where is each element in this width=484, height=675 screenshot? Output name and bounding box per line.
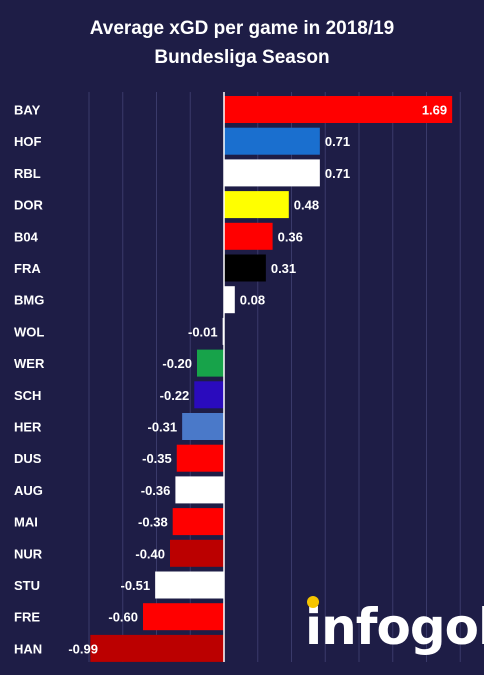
bars (90, 96, 453, 662)
category-label: FRE (14, 610, 40, 625)
bar-fre (143, 603, 224, 631)
bar-mai (172, 508, 224, 536)
category-label: STU (14, 578, 40, 593)
chart-title: Average xGD per game in 2018/19 Bundesli… (0, 14, 484, 72)
chart-title-line2: Bundesliga Season (154, 47, 330, 68)
category-label: AUG (14, 483, 43, 498)
category-label: DUS (14, 451, 42, 466)
bar-b04 (224, 222, 273, 250)
bar-her (182, 413, 224, 440)
bar-han (90, 634, 224, 662)
bar-hof (224, 127, 320, 155)
bar-aug (175, 476, 224, 504)
bar-sch (194, 381, 224, 409)
bar-dor (224, 191, 289, 219)
bar-nur (170, 539, 224, 567)
value-label: -0.51 (121, 578, 151, 593)
category-label: HAN (14, 641, 42, 656)
bar-wer (197, 349, 224, 377)
value-label: -0.60 (108, 610, 138, 625)
value-label: -0.36 (141, 483, 171, 498)
bar-dus (176, 444, 224, 472)
category-label: NUR (14, 546, 43, 561)
category-label: DOR (14, 198, 44, 213)
logo-wordmark: infogol (305, 598, 484, 656)
value-label: -0.20 (162, 356, 192, 371)
gridlines (88, 92, 461, 662)
bar-stu (155, 571, 224, 599)
value-label: -0.40 (135, 546, 165, 561)
category-label: SCH (14, 388, 41, 403)
labels: BAY 1.69 HOF 0.71 RBL 0.71 DOR 0.48 B04 0.36 FRA 0.… (14, 92, 447, 662)
value-label: -0.35 (142, 451, 172, 466)
category-label: HER (14, 420, 42, 435)
bar-bay (224, 96, 453, 123)
bar-fra (224, 254, 266, 282)
value-label: 0.08 (240, 293, 265, 308)
bar-rbl (224, 159, 320, 187)
football-icon (307, 596, 319, 608)
category-label: WOL (14, 324, 44, 339)
value-label: 1.69 (422, 103, 447, 118)
value-label: 0.31 (271, 261, 296, 276)
value-label: -0.01 (188, 324, 218, 339)
value-label: -0.38 (138, 515, 168, 530)
category-label: HOF (14, 134, 42, 149)
value-label: -0.99 (68, 641, 98, 656)
category-label: BAY (14, 103, 41, 118)
value-label: 0.71 (325, 166, 350, 181)
value-label: 0.71 (325, 134, 350, 149)
category-label: B04 (14, 229, 39, 244)
category-label: FRA (14, 261, 41, 276)
chart-title-line1: Average xGD per game in 2018/19 (89, 18, 395, 39)
category-label: MAI (14, 515, 38, 530)
value-label: 0.48 (294, 198, 319, 213)
category-label: BMG (14, 293, 44, 308)
value-label: -0.31 (148, 420, 178, 435)
infogol-logo: infogol (305, 596, 484, 662)
category-label: WER (14, 356, 45, 371)
value-label: -0.22 (160, 388, 190, 403)
bar-bmg (224, 286, 235, 314)
value-label: 0.36 (278, 229, 303, 244)
category-label: RBL (14, 166, 41, 181)
